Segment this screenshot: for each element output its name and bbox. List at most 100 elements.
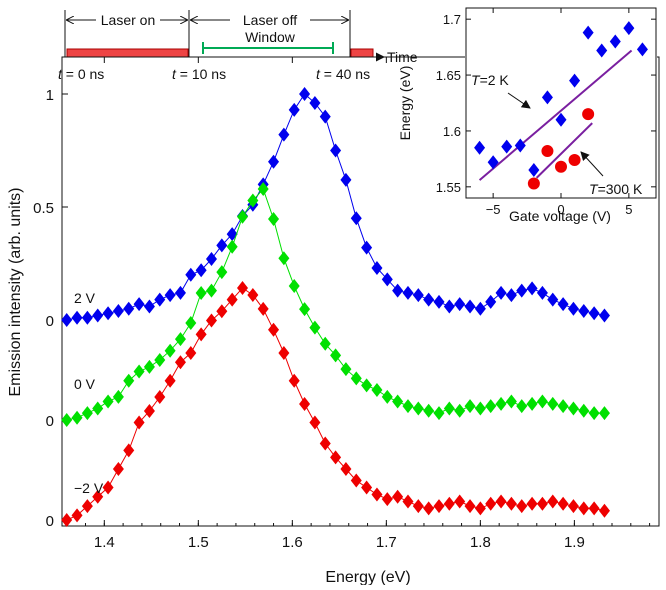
t40-label: t = 40 ns bbox=[316, 66, 370, 82]
data-point bbox=[330, 348, 342, 363]
inset-data-point bbox=[582, 108, 595, 121]
inset-data-point bbox=[582, 25, 594, 40]
laser-pulse-1 bbox=[66, 48, 189, 58]
data-point bbox=[164, 288, 176, 303]
data-point bbox=[454, 494, 466, 509]
inset-fit-line bbox=[535, 122, 593, 179]
data-point bbox=[350, 473, 362, 488]
data-point bbox=[278, 251, 290, 266]
data-point bbox=[123, 301, 135, 316]
data-point bbox=[588, 306, 600, 321]
data-point bbox=[268, 212, 280, 227]
data-point bbox=[547, 292, 559, 307]
data-point bbox=[536, 285, 548, 300]
inset-data-point bbox=[514, 138, 526, 153]
x-tick-label: 1.6 bbox=[282, 534, 303, 551]
data-point bbox=[81, 310, 93, 325]
data-point bbox=[154, 292, 166, 307]
data-point bbox=[278, 127, 290, 142]
data-point bbox=[185, 267, 197, 282]
inset-annotation-300k: T=300 K bbox=[589, 181, 643, 197]
inset-data-point bbox=[568, 154, 581, 166]
data-point bbox=[412, 288, 424, 303]
data-point bbox=[71, 310, 83, 325]
data-point bbox=[371, 261, 383, 276]
data-point bbox=[443, 299, 455, 314]
data-point bbox=[412, 401, 424, 416]
data-point bbox=[516, 399, 528, 414]
data-point bbox=[319, 109, 331, 124]
laser-pulse-2 bbox=[350, 48, 374, 58]
data-point bbox=[567, 301, 579, 316]
inset-data-point bbox=[501, 139, 513, 154]
inset-arrow-2k bbox=[507, 92, 531, 109]
inset-data-point bbox=[541, 145, 554, 158]
inset-axes: −5 0 5 1.55 1.6 1.65 1.7 bbox=[436, 8, 656, 217]
data-point bbox=[71, 508, 83, 523]
data-point bbox=[350, 211, 362, 226]
data-point bbox=[92, 401, 104, 416]
series-label-2v: 2 V bbox=[74, 290, 96, 306]
data-point bbox=[288, 279, 300, 294]
data-point bbox=[412, 499, 424, 514]
inset-arrow-300k bbox=[580, 151, 604, 177]
inset-y-tick-label: 1.7 bbox=[443, 12, 461, 27]
data-point bbox=[174, 355, 186, 370]
y-axis-label: Emission intensity (arb. units) bbox=[7, 188, 24, 397]
data-point bbox=[402, 494, 414, 509]
data-point bbox=[361, 480, 373, 495]
data-point bbox=[423, 403, 435, 418]
data-point bbox=[154, 390, 166, 405]
data-point bbox=[340, 172, 352, 187]
data-point bbox=[423, 501, 435, 516]
data-point bbox=[361, 240, 373, 255]
inset-x-tick-label: 0 bbox=[557, 202, 564, 217]
data-point bbox=[299, 302, 311, 317]
data-point bbox=[361, 378, 373, 393]
data-point bbox=[185, 315, 197, 330]
inset-data-point bbox=[474, 140, 486, 155]
data-point bbox=[112, 303, 124, 318]
inset-y-label: Energy (eV) bbox=[397, 66, 413, 141]
data-point bbox=[578, 403, 590, 418]
main-series bbox=[61, 87, 610, 527]
data-point bbox=[402, 399, 414, 414]
data-point bbox=[330, 143, 342, 158]
data-point bbox=[257, 301, 269, 316]
data-point bbox=[536, 394, 548, 409]
data-point bbox=[81, 499, 93, 514]
data-point bbox=[112, 389, 124, 404]
data-point bbox=[205, 251, 217, 266]
time-label: Time bbox=[387, 49, 418, 65]
data-point bbox=[164, 373, 176, 388]
data-point bbox=[216, 304, 228, 319]
data-point bbox=[474, 301, 486, 316]
data-point bbox=[464, 299, 476, 314]
data-point bbox=[433, 294, 445, 309]
data-point bbox=[195, 285, 207, 300]
data-point bbox=[61, 513, 73, 527]
data-point bbox=[505, 288, 517, 303]
data-point bbox=[123, 373, 135, 388]
data-point bbox=[257, 182, 269, 196]
data-point bbox=[195, 263, 207, 278]
data-point bbox=[588, 406, 600, 421]
data-point bbox=[216, 265, 228, 280]
data-point bbox=[174, 285, 186, 300]
data-point bbox=[485, 294, 497, 309]
data-point bbox=[268, 322, 280, 337]
inset-annotation-2k: T=2 K bbox=[471, 72, 509, 88]
data-point bbox=[319, 336, 331, 351]
data-point bbox=[143, 299, 155, 314]
inset-y-tick-label: 1.6 bbox=[443, 124, 461, 139]
x-tick-label: 1.8 bbox=[470, 534, 491, 551]
inset-data-point bbox=[541, 90, 553, 105]
inset-data-point bbox=[555, 112, 567, 127]
data-point bbox=[195, 327, 207, 342]
timeline-schematic: Laser on Laser off Window Time t = 0 ns … bbox=[58, 10, 418, 82]
data-point bbox=[123, 443, 135, 458]
data-point bbox=[143, 359, 155, 374]
data-point bbox=[371, 487, 383, 502]
data-point bbox=[309, 96, 321, 111]
data-point bbox=[578, 501, 590, 516]
